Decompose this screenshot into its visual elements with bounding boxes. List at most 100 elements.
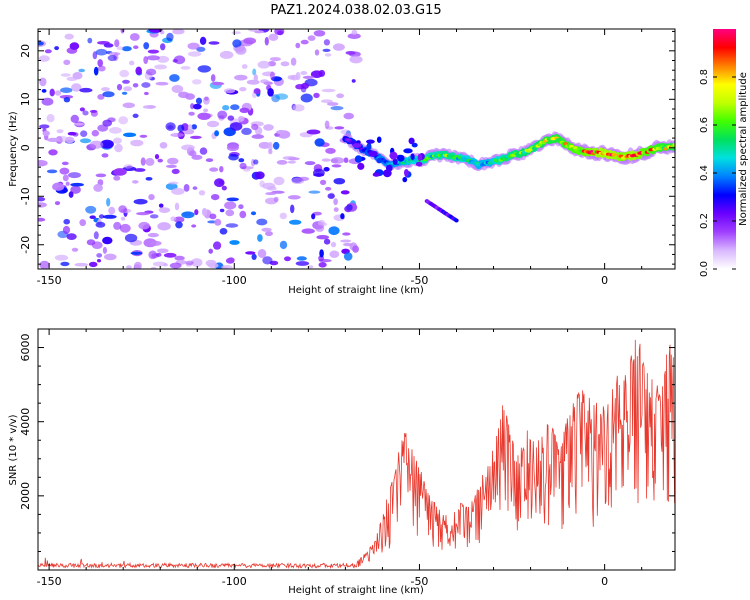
spectrogram-x-tick-label: 0 — [601, 274, 608, 287]
ridge-scatter — [392, 158, 398, 165]
noise-cell — [343, 252, 353, 261]
noise-cell — [210, 74, 216, 82]
noise-cell — [121, 91, 128, 95]
noise-cell — [148, 194, 155, 201]
noise-cell — [343, 157, 349, 163]
noise-cell — [141, 82, 151, 88]
noise-cell — [260, 79, 269, 84]
noise-cell — [298, 176, 310, 181]
noise-cell — [253, 159, 259, 165]
noise-cell — [118, 205, 127, 214]
noise-cell — [180, 66, 191, 70]
noise-cell — [149, 240, 162, 246]
noise-cell — [93, 183, 103, 192]
noise-cell — [72, 72, 83, 80]
noise-cell — [336, 93, 344, 99]
noise-cell — [70, 182, 84, 187]
noise-cell — [147, 232, 159, 238]
noise-cell — [60, 87, 73, 93]
spectrogram-y-ticks: -20 -10 0 10 20 — [19, 30, 675, 265]
noise-cell — [243, 168, 251, 172]
noise-cell — [241, 64, 248, 69]
noise-cell — [70, 114, 80, 123]
noise-cell — [263, 124, 274, 131]
noise-cell — [114, 39, 120, 48]
noise-cell — [165, 183, 178, 190]
noise-cell — [320, 179, 327, 186]
noise-cell — [203, 108, 209, 113]
noise-cell — [219, 208, 225, 213]
noise-cell — [143, 42, 150, 50]
noise-cell — [323, 167, 330, 172]
noise-cell — [201, 208, 208, 216]
snr-series-line — [38, 339, 675, 570]
colorbar-tick-label: 0.4 — [699, 165, 710, 181]
noise-cell — [288, 157, 300, 161]
noise-cell — [279, 240, 288, 250]
noise-cell — [296, 256, 307, 261]
noise-cell — [238, 158, 245, 163]
noise-cell — [227, 257, 235, 263]
noise-cell — [60, 73, 71, 77]
noise-cell — [38, 41, 44, 46]
noise-cell — [54, 201, 61, 206]
noise-cell — [106, 197, 111, 207]
noise-cell — [163, 263, 168, 267]
noise-cell — [268, 33, 279, 41]
noise-cell — [334, 126, 345, 130]
noise-cell — [185, 260, 194, 265]
noise-cell — [89, 140, 104, 149]
noise-cell — [253, 88, 261, 95]
noise-cell — [267, 141, 273, 151]
noise-cell — [239, 107, 250, 114]
noise-cell — [100, 139, 114, 149]
spectrogram-frame — [37, 28, 676, 270]
noise-cell — [255, 171, 265, 180]
noise-cell — [142, 105, 157, 109]
noise-cell — [264, 36, 269, 46]
snr-x-tick-label: -100 — [222, 575, 247, 588]
noise-cell — [261, 227, 272, 232]
noise-cell — [172, 29, 185, 35]
noise-cell — [133, 45, 139, 49]
noise-cell — [340, 213, 345, 220]
noise-cell — [259, 180, 265, 188]
ridge-scatter — [372, 172, 381, 177]
noise-cell — [101, 87, 110, 92]
noise-cell — [42, 130, 50, 137]
noise-cell — [191, 258, 203, 267]
ridge-scatter — [389, 151, 398, 160]
noise-cell — [118, 116, 129, 125]
noise-cell — [352, 245, 359, 253]
noise-cell — [301, 82, 309, 89]
noise-cell — [206, 120, 220, 128]
noise-cell — [49, 88, 55, 97]
noise-cell — [98, 214, 105, 219]
noise-cell — [66, 233, 77, 241]
noise-cell — [234, 74, 248, 81]
noise-cell — [93, 66, 99, 76]
noise-cell — [71, 247, 79, 252]
noise-cell — [333, 178, 346, 185]
noise-cell — [86, 239, 96, 246]
colorbar-tick-label: 0.8 — [699, 69, 710, 85]
ridge-scatter — [403, 148, 413, 154]
noise-cell — [189, 150, 197, 157]
noise-cell — [39, 124, 50, 129]
noise-cell — [191, 124, 197, 130]
noise-cell — [85, 205, 97, 214]
noise-cell — [97, 124, 109, 132]
noise-cell — [158, 207, 171, 214]
noise-cell — [251, 134, 264, 139]
noise-cell — [167, 157, 179, 165]
noise-cell — [207, 262, 219, 269]
noise-cell — [145, 157, 155, 166]
noise-cell — [135, 66, 142, 76]
noise-cell — [123, 86, 132, 92]
noise-cell — [155, 81, 169, 86]
noise-cell — [246, 79, 260, 85]
noise-cell — [140, 157, 146, 166]
noise-cell — [192, 103, 202, 110]
noise-cell — [63, 97, 71, 103]
